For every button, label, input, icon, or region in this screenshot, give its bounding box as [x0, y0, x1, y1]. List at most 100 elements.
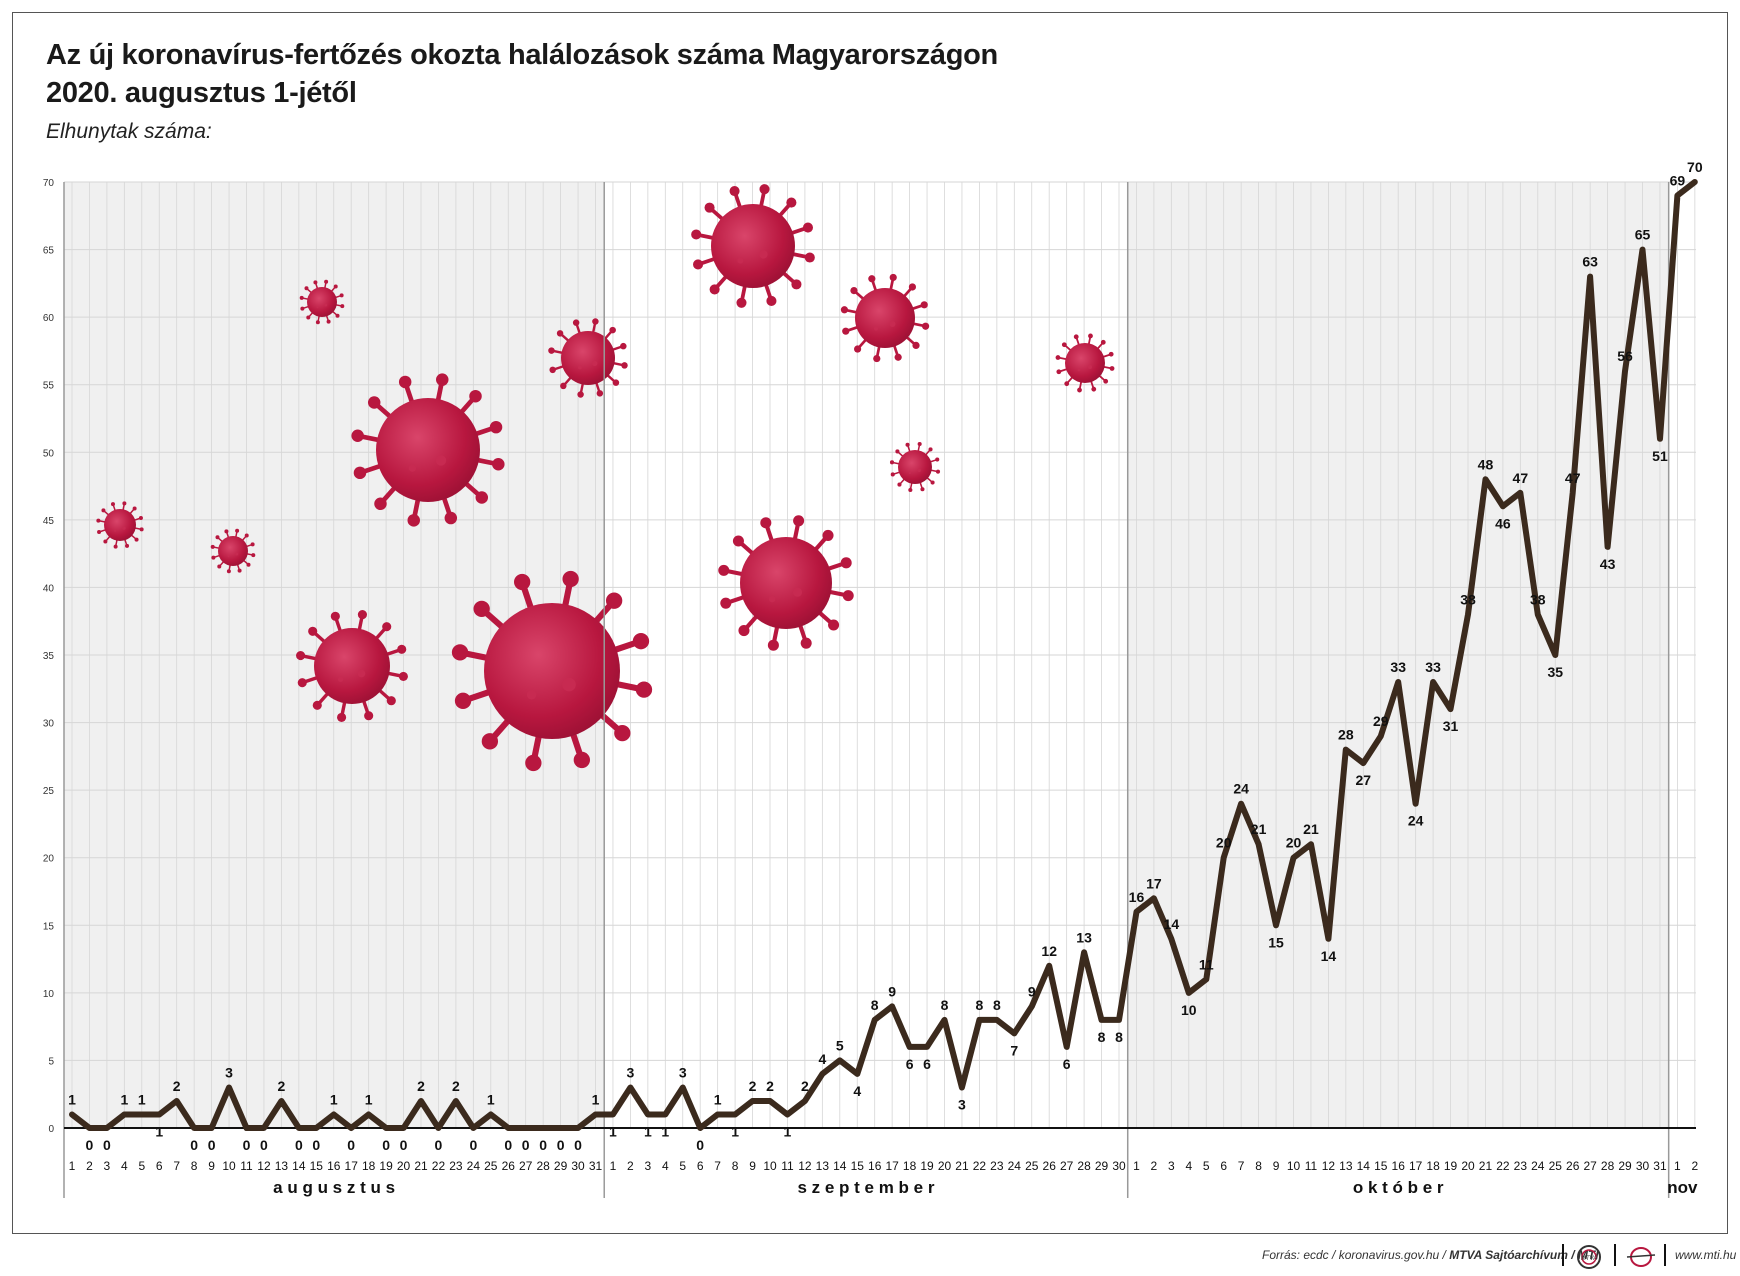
virus-spike-tip — [804, 252, 815, 263]
x-tick-label: 19 — [1444, 1159, 1458, 1173]
x-tick-label: 16 — [868, 1159, 882, 1173]
data-label: 1 — [731, 1123, 739, 1139]
data-label: 48 — [1478, 456, 1494, 472]
x-tick-label: 22 — [432, 1159, 446, 1173]
virus-spike-tip — [1100, 339, 1106, 345]
virus-spike-tip — [451, 644, 469, 661]
virus-spike-tip — [614, 724, 631, 742]
virus-spot — [792, 587, 803, 597]
virus-spike-tip — [800, 637, 812, 649]
data-label: 33 — [1425, 659, 1441, 675]
data-label: 0 — [243, 1137, 251, 1153]
data-label: 8 — [941, 997, 949, 1013]
virus-spike-tip — [759, 184, 770, 195]
virus-spike-tip — [840, 306, 849, 314]
data-label: 0 — [382, 1137, 390, 1153]
data-label: 1 — [644, 1123, 652, 1139]
virus-spike-tip — [840, 557, 852, 569]
virus-spike-tip — [802, 222, 813, 233]
virus-spike-tip — [251, 553, 256, 558]
data-label: 1 — [120, 1091, 128, 1107]
virus-spike-tip — [895, 449, 900, 454]
virus-spot — [316, 306, 319, 309]
virus-spike-tip — [101, 508, 106, 513]
virus-icon — [718, 515, 854, 651]
data-label: 38 — [1530, 591, 1546, 607]
data-label: 8 — [993, 997, 1001, 1013]
data-label: 1 — [138, 1091, 146, 1107]
y-tick-label: 30 — [43, 719, 55, 730]
virus-spike-tip — [573, 751, 590, 769]
virus-spike-tip — [760, 517, 772, 529]
x-tick-label: 29 — [554, 1159, 568, 1173]
x-tick-label: 21 — [1479, 1159, 1493, 1173]
x-tick-label: 25 — [1025, 1159, 1039, 1173]
x-tick-label: 2 — [1692, 1159, 1699, 1173]
data-label: 0 — [312, 1137, 320, 1153]
website-text: www.mti.hu — [1675, 1248, 1737, 1262]
virus-spike-tip — [1103, 378, 1109, 384]
virus-spike-tip — [1061, 342, 1067, 348]
virus-spike-tip — [138, 515, 143, 520]
virus-spike-tip — [237, 568, 242, 573]
virus-spike-tip — [235, 528, 240, 533]
virus-spike-tip — [842, 590, 854, 602]
data-label: 2 — [766, 1078, 774, 1094]
virus-spot — [873, 326, 879, 331]
data-label: 29 — [1373, 713, 1389, 729]
data-label: 20 — [1216, 835, 1232, 851]
virus-spike-tip — [889, 273, 897, 282]
virus-spike-tip — [850, 286, 858, 295]
data-label: 3 — [627, 1064, 635, 1080]
virus-icon — [691, 184, 815, 308]
data-label: 11 — [1199, 956, 1214, 972]
x-tick-label: 9 — [1273, 1159, 1280, 1173]
x-tick-label: 30 — [1112, 1159, 1126, 1173]
x-tick-label: 4 — [662, 1159, 669, 1173]
virus-spike-tip — [842, 327, 850, 335]
virus-spike-tip — [621, 362, 628, 369]
x-tick-label: 4 — [121, 1159, 128, 1173]
virus-spike-tip — [299, 295, 304, 300]
virus-icon — [548, 318, 628, 398]
virus-icon — [96, 501, 144, 549]
virus-icon — [840, 273, 930, 363]
virus-spot — [114, 529, 117, 532]
data-label: 47 — [1513, 470, 1529, 486]
x-tick-label: 1 — [1674, 1159, 1681, 1173]
x-tick-label: 22 — [1496, 1159, 1510, 1173]
x-tick-label: 20 — [938, 1159, 952, 1173]
virus-spike-tip — [1077, 387, 1082, 393]
data-label: 65 — [1635, 227, 1651, 243]
x-tick-label: 19 — [379, 1159, 393, 1173]
svg-text:MTVA: MTVA — [1581, 1256, 1597, 1262]
virus-spike-tip — [1064, 381, 1070, 387]
data-label: 3 — [679, 1064, 687, 1080]
x-tick-label: 10 — [1287, 1159, 1301, 1173]
x-tick-label: 23 — [990, 1159, 1004, 1173]
data-label: 24 — [1408, 813, 1424, 829]
footer: Forrás: ecdc / koronavirus.gov.hu / MTVA… — [1200, 1244, 1736, 1270]
virus-decorations — [96, 184, 1115, 772]
x-tick-label: 1 — [1133, 1159, 1140, 1173]
month-label: a u g u s z t u s — [273, 1178, 395, 1197]
virus-body — [218, 536, 248, 566]
data-label: 51 — [1652, 448, 1668, 464]
data-label: 0 — [435, 1137, 443, 1153]
x-tick-label: 24 — [1008, 1159, 1022, 1173]
data-label: 6 — [923, 1056, 931, 1072]
virus-spike-tip — [300, 306, 305, 311]
virus-spike-tip — [873, 354, 881, 363]
virus-spike-tip — [928, 447, 933, 452]
data-label: 1 — [609, 1123, 617, 1139]
virus-spike-tip — [935, 457, 940, 462]
virus-spike-tip — [244, 533, 249, 538]
data-label: 6 — [1063, 1056, 1071, 1072]
virus-spike-tip — [592, 318, 599, 325]
virus-spike-tip — [473, 600, 490, 618]
source-bold: MTVA Sajtóarchívum / MTI — [1449, 1248, 1599, 1262]
virus-icon — [451, 570, 653, 772]
x-tick-label: 15 — [1374, 1159, 1388, 1173]
virus-spike-tip — [905, 442, 910, 447]
